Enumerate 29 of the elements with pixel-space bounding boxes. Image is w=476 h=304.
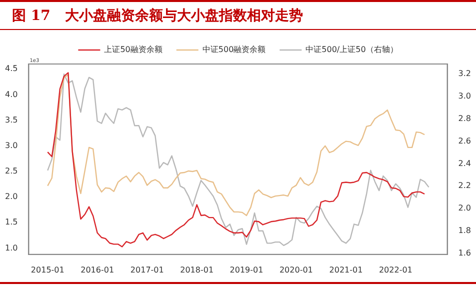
x-tick-label: 2022-01 bbox=[378, 265, 412, 274]
y2-tick-label: 3.0 bbox=[458, 92, 472, 101]
legend-label: 上证50融资余额 bbox=[104, 45, 162, 54]
x-tick-label: 2017-01 bbox=[130, 265, 164, 274]
x-tick-label: 2016-01 bbox=[80, 265, 114, 274]
x-tick-label: 2020-01 bbox=[279, 265, 313, 274]
x-tick-label: 2021-01 bbox=[329, 265, 363, 274]
y2-tick-label: 2.0 bbox=[458, 204, 472, 213]
legend-label: 中证500/上证50（右轴） bbox=[306, 45, 398, 54]
y-tick-label: 1.0 bbox=[4, 243, 18, 252]
y-tick-label: 4.5 bbox=[4, 64, 18, 74]
y-tick-label: 2.5 bbox=[4, 166, 18, 176]
y2-tick-label: 1.8 bbox=[458, 226, 472, 235]
chart-title: 图 17 大小盘融资余额与大小盘指数相对走势 bbox=[12, 6, 303, 26]
y-tick-label: 1.5 bbox=[4, 218, 18, 227]
y-tick-label: 2.0 bbox=[4, 192, 18, 202]
y2-tick-label: 2.8 bbox=[458, 114, 472, 123]
legend-label: 中证500融资余额 bbox=[202, 45, 266, 54]
x-tick-label: 2015-01 bbox=[30, 265, 64, 274]
y2-tick-label: 2.2 bbox=[458, 181, 472, 190]
y-tick-label: 3.0 bbox=[4, 140, 18, 150]
y2-tick-label: 2.4 bbox=[458, 158, 472, 168]
y2-tick-label: 3.2 bbox=[458, 69, 472, 78]
y-tick-label: 3.5 bbox=[4, 115, 18, 124]
x-tick-label: 2018-01 bbox=[180, 265, 214, 274]
y-tick-label: 4.0 bbox=[4, 90, 18, 99]
y2-tick-label: 1.6 bbox=[458, 248, 472, 258]
y2-tick-label: 2.6 bbox=[458, 136, 472, 146]
x-tick-label: 2019-01 bbox=[230, 265, 264, 274]
